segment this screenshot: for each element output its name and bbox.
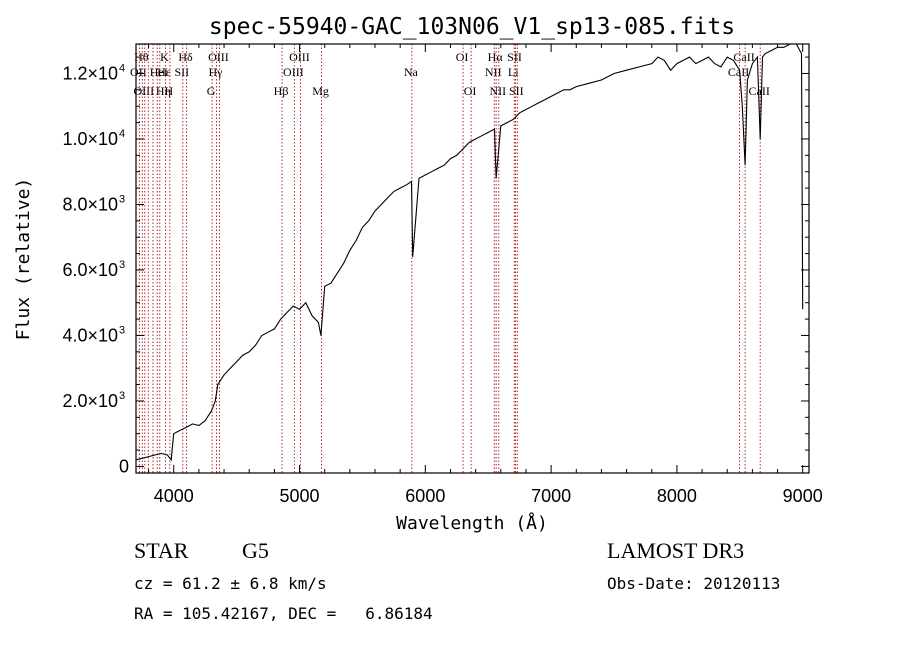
x-tick-label: 6000 [405,486,445,506]
line-marker-label: CaII [728,65,749,79]
line-marker-label: OIII [289,50,310,64]
line-marker-label: Hθ [134,50,149,64]
line-marker-label: CaII [733,50,754,64]
y-axis-label: Flux (relative) [13,178,34,341]
y-tick-label: 1.0×10 [62,129,118,149]
coordinates-text: RA = 105.42167, DEC = 6.86184 [134,604,433,623]
line-marker-label: Li [508,65,519,79]
x-axis-label: Wavelength (Å) [396,512,548,534]
line-marker-label: Hγ [209,65,224,79]
x-tick-label: 5000 [280,486,320,506]
y-tick-exponent: 3 [119,324,125,336]
line-marker-label: OIII [283,65,304,79]
x-tick-label: 7000 [531,486,571,506]
line-marker-label: NII [489,84,506,98]
x-tick-label: 9000 [783,486,823,506]
spectrum-line [135,43,804,462]
line-marker-label: Na [404,65,419,79]
plot-frame [135,43,810,474]
y-tick-label: 4.0×10 [62,325,118,345]
object-subclass: G5 [242,538,269,563]
survey-name: LAMOST DR3 [607,538,745,563]
line-marker-label: NII [485,65,502,79]
x-tick-label: 4000 [154,486,194,506]
line-marker-label: SII [507,50,522,64]
line-marker-label: Hδ [178,50,193,64]
y-tick-label: 2.0×10 [62,391,118,411]
line-marker-label: OIII [133,84,154,98]
y-tick-exponent: 4 [119,62,125,74]
x-tick-label: 8000 [657,486,697,506]
line-marker-label: HeI [150,65,168,79]
line-marker-label: OI [464,84,477,98]
line-marker-label: OIII [208,50,229,64]
line-marker-label: OII [130,65,147,79]
line-marker-label: CaII [749,84,770,98]
redshift-text: cz = 61.2 ± 6.8 km/s [134,574,327,593]
line-marker-label: H [165,84,174,98]
obs-date-text: Obs-Date: 20120113 [607,574,781,593]
x-axis: 4000 5000 6000 7000 8000 9000 [148,44,823,506]
line-marker-label: Hβ [274,84,289,98]
line-marker-label: G [207,84,216,98]
line-marker-label: SII [174,65,189,79]
line-marker-label: OI [456,50,469,64]
y-tick-exponent: 4 [119,128,125,140]
y-tick-exponent: 3 [119,390,125,402]
line-marker-label: SII [509,84,524,98]
y-tick-label: 0 [119,456,129,476]
y-tick-label: 6.0×10 [62,260,118,280]
y-tick-exponent: 3 [119,193,125,205]
object-class: STAR [134,538,189,563]
line-marker-label: Mg [312,84,329,98]
y-tick-label: 1.2×10 [62,63,118,83]
y-tick-exponent: 3 [119,259,125,271]
line-marker-label: K [160,50,169,64]
chart-title: spec-55940-GAC_103N06_V1_sp13-085.fits [209,14,735,40]
line-marker-label: Hε [157,65,171,79]
y-axis: 02.0×10 34.0×10 36.0×10 38.0×10 31.0×10 41.2×… [62,56,809,476]
line-marker-label: Hα [488,50,504,64]
y-tick-label: 8.0×10 [62,194,118,214]
